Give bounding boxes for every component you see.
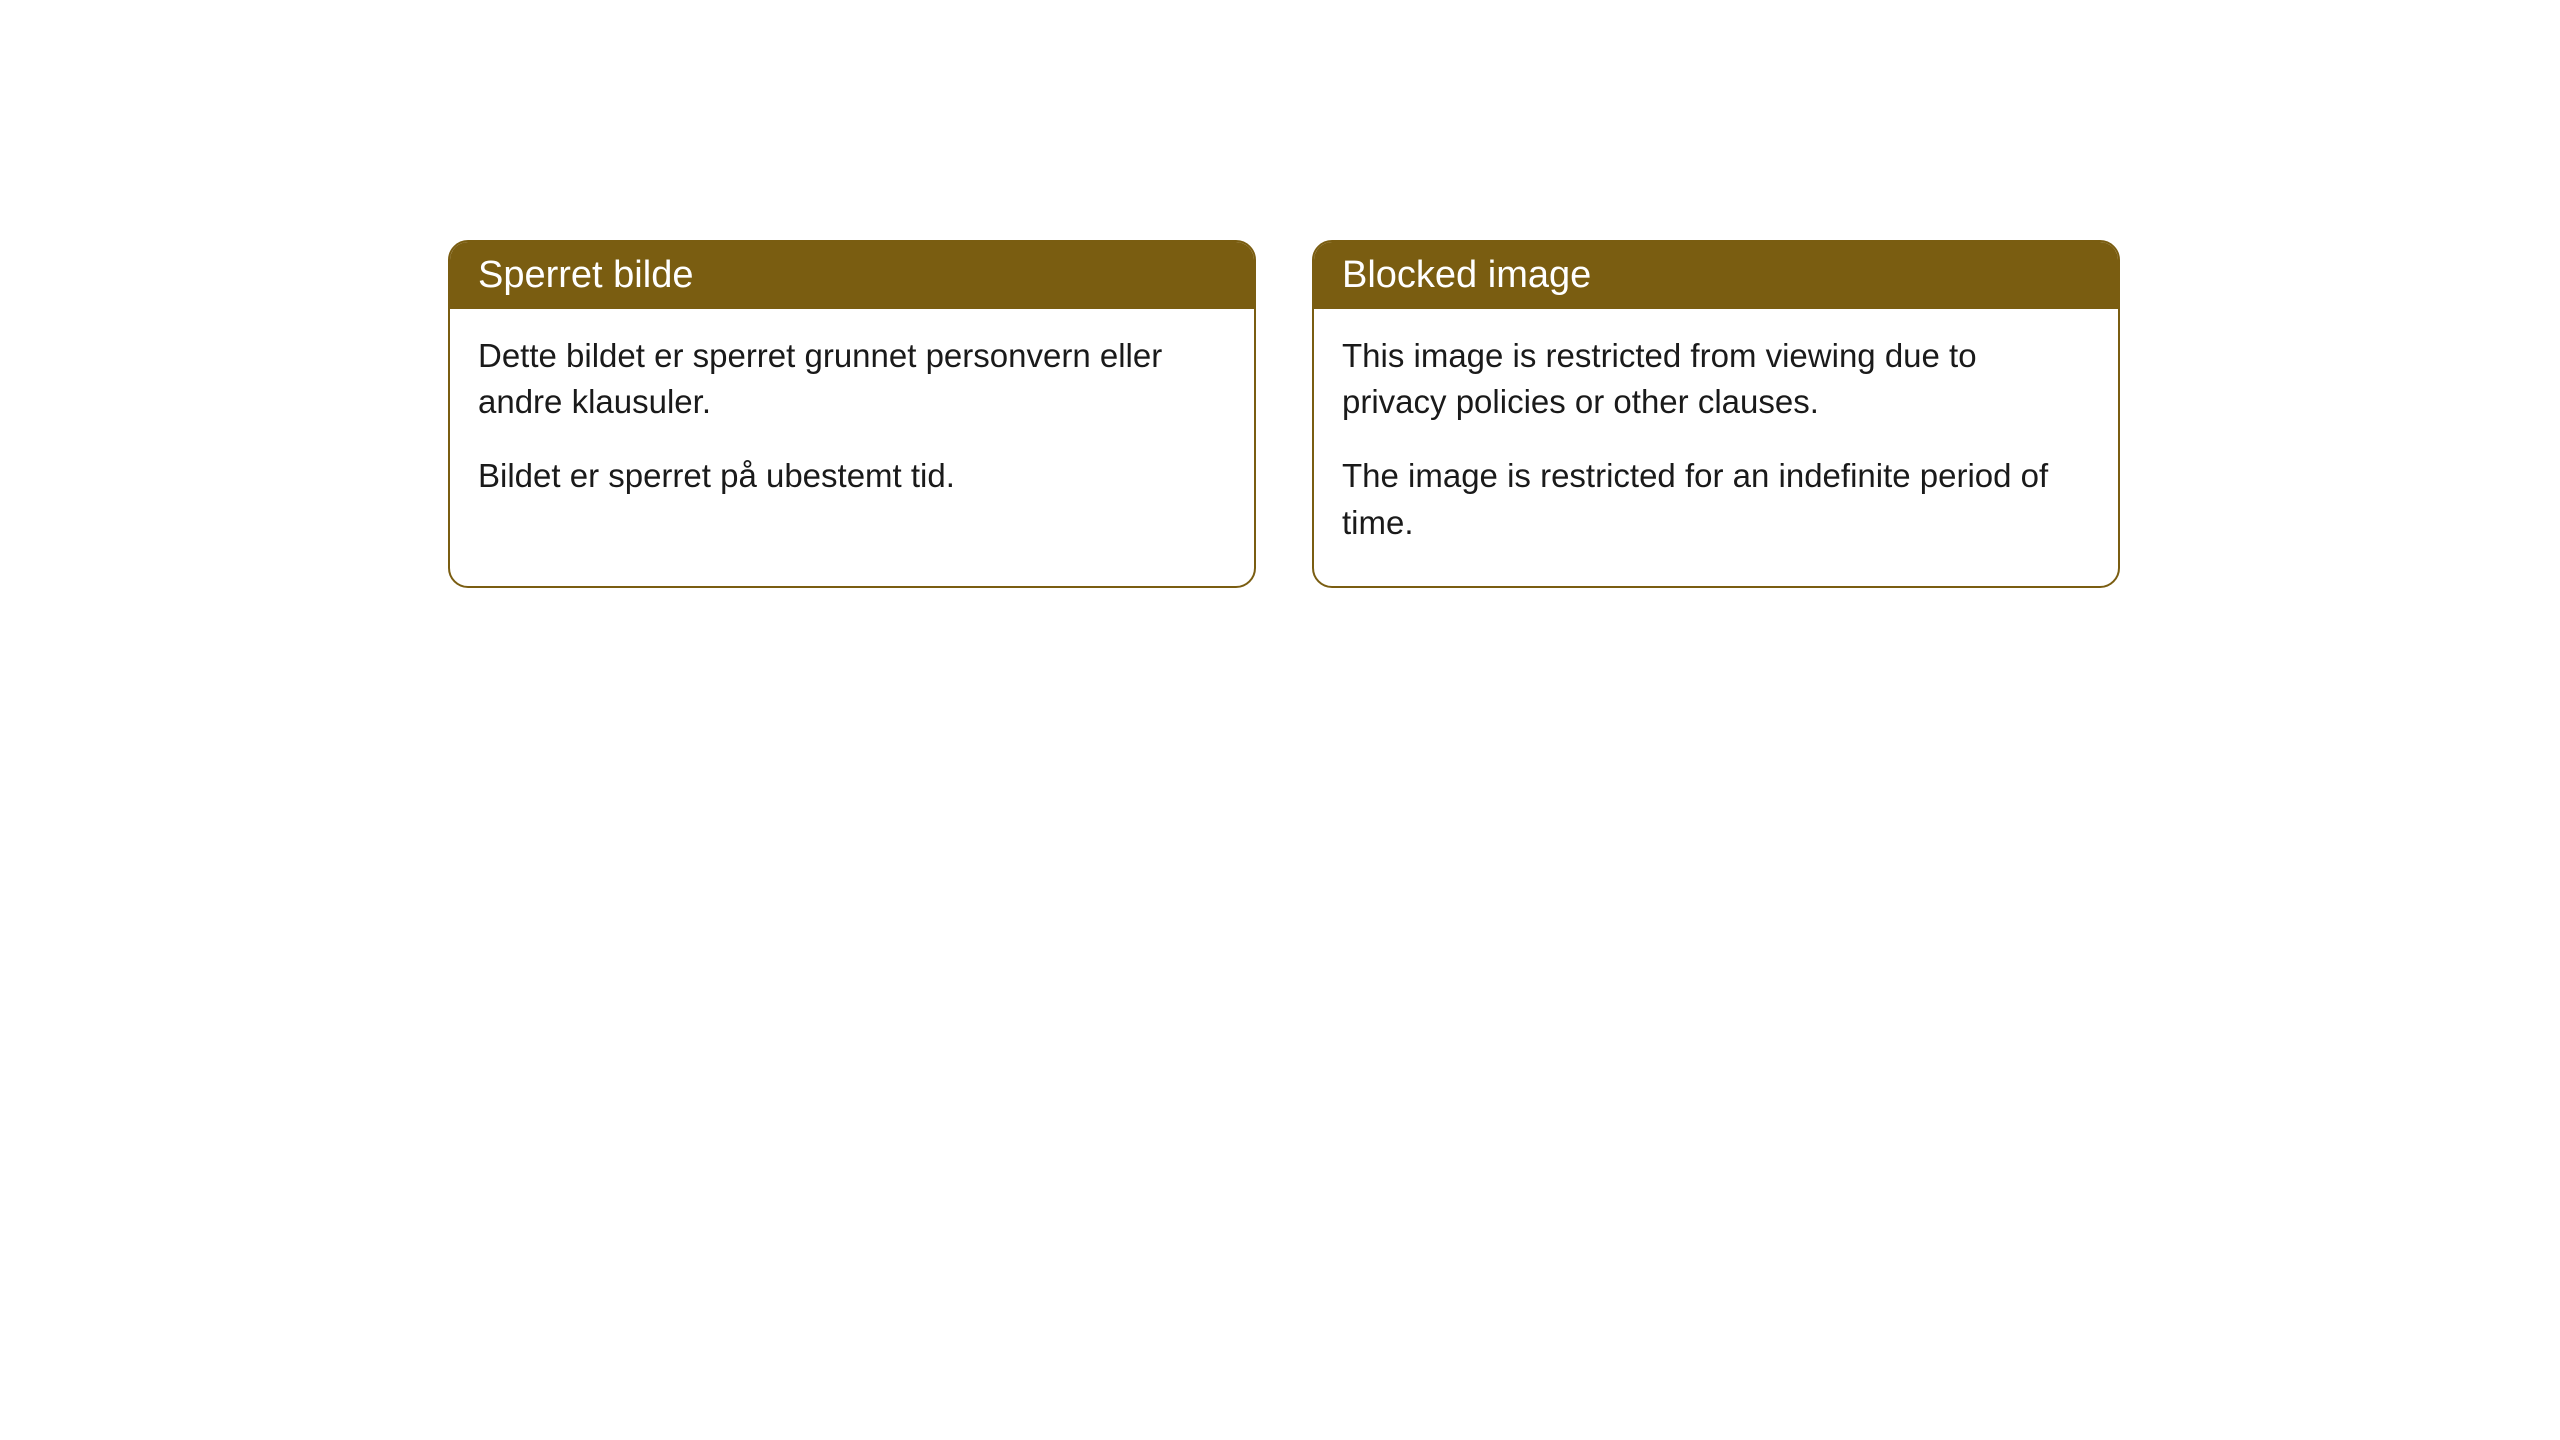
card-title-english: Blocked image (1342, 254, 1591, 296)
card-body-norwegian: Dette bildet er sperret grunnet personve… (450, 309, 1254, 540)
card-norwegian: Sperret bilde Dette bildet er sperret gr… (448, 240, 1256, 588)
card-english: Blocked image This image is restricted f… (1312, 240, 2120, 588)
card-paragraph-1-norwegian: Dette bildet er sperret grunnet personve… (478, 333, 1226, 425)
card-paragraph-2-english: The image is restricted for an indefinit… (1342, 453, 2090, 545)
card-header-english: Blocked image (1314, 242, 2118, 309)
card-header-norwegian: Sperret bilde (450, 242, 1254, 309)
card-body-english: This image is restricted from viewing du… (1314, 309, 2118, 586)
card-title-norwegian: Sperret bilde (478, 254, 693, 296)
card-paragraph-2-norwegian: Bildet er sperret på ubestemt tid. (478, 453, 1226, 499)
card-paragraph-1-english: This image is restricted from viewing du… (1342, 333, 2090, 425)
cards-container: Sperret bilde Dette bildet er sperret gr… (448, 240, 2120, 588)
